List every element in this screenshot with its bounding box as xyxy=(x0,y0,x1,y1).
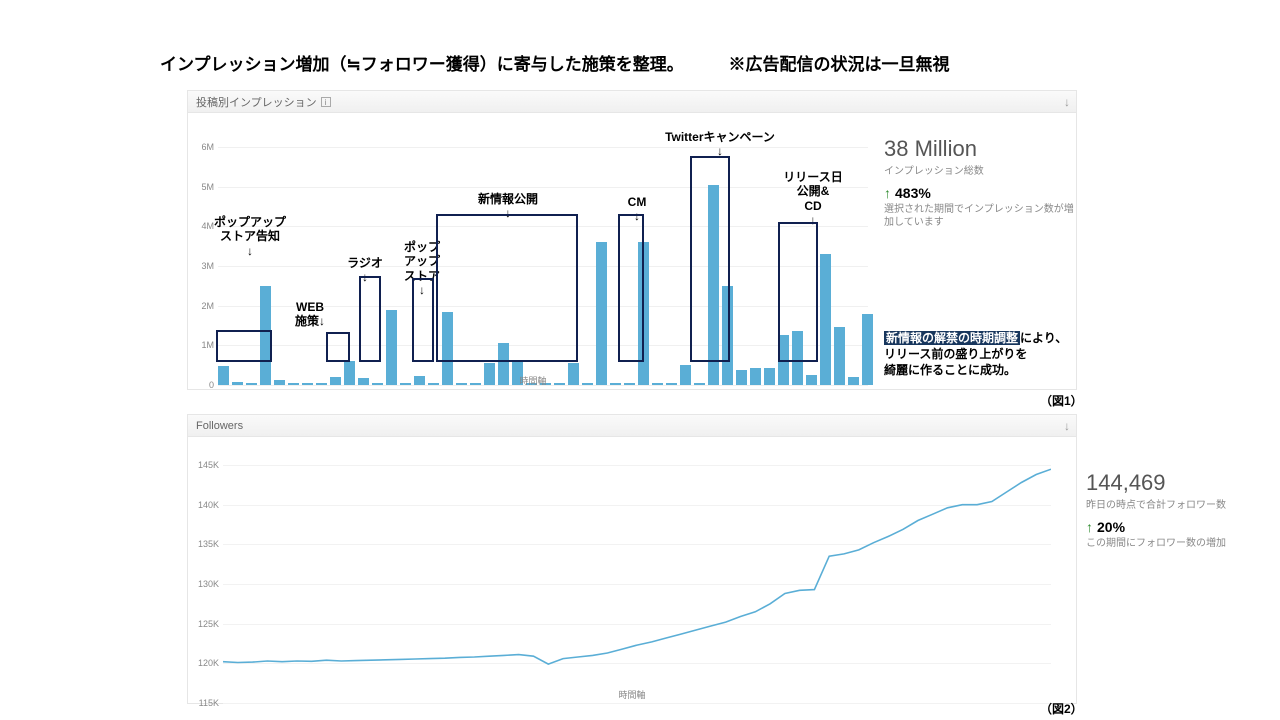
y-tick-label: 140K xyxy=(198,500,219,510)
gridline xyxy=(218,226,868,227)
followers-chart: 115K120K125K130K135K140K145K xyxy=(188,459,1076,709)
chart-callout: ポップアップストア↓ xyxy=(404,240,440,298)
y-tick-label: 4M xyxy=(201,221,214,231)
impressions-panel-header: 投稿別インプレッション i ↓ xyxy=(188,91,1076,113)
bar xyxy=(596,242,607,385)
up-arrow-icon: ↑ xyxy=(884,185,891,201)
impressions-stats: 38 Million インプレッション総数 ↑483% 選択された期間でインプレ… xyxy=(884,136,1074,229)
impressions-plot-area: 01M2M3M4M5M6M xyxy=(218,147,868,385)
y-tick-label: 2M xyxy=(201,301,214,311)
y-tick-label: 1M xyxy=(201,340,214,350)
info-icon[interactable]: i xyxy=(321,97,331,107)
download-icon[interactable]: ↓ xyxy=(1064,419,1070,433)
y-tick-label: 125K xyxy=(198,619,219,629)
title-note: ※広告配信の状況は一旦無視 xyxy=(728,55,949,74)
y-tick-label: 130K xyxy=(198,579,219,589)
bar xyxy=(708,185,719,385)
followers-stats: 144,469 昨日の時点で合計フォロワー数 ↑20% この期間にフォロワー数の… xyxy=(1086,470,1276,550)
gridline xyxy=(218,345,868,346)
chart-callout: リリース日公開&CD↓ xyxy=(783,170,842,228)
y-tick-label: 135K xyxy=(198,539,219,549)
chart-callout: WEB施策↓ xyxy=(295,300,325,329)
impressions-total: 38 Million xyxy=(884,136,1074,162)
chart-callout: CM↓ xyxy=(628,195,647,224)
followers-panel: Followers ↓ 115K120K125K130K135K140K145K… xyxy=(187,414,1077,704)
chart-callout: ラジオ↓ xyxy=(347,256,383,285)
title-main: インプレッション増加（≒フォロワー獲得）に寄与した施策を整理。 xyxy=(160,55,684,74)
bar xyxy=(638,242,649,385)
bar xyxy=(820,254,831,385)
y-tick-label: 5M xyxy=(201,182,214,192)
gridline xyxy=(223,703,1051,704)
followers-delta-desc: この期間にフォロワー数の増加 xyxy=(1086,537,1276,550)
y-tick-label: 145K xyxy=(198,460,219,470)
page-title: インプレッション増加（≒フォロワー獲得）に寄与した施策を整理。 ※広告配信の状況… xyxy=(160,50,949,75)
chart-callout: 新情報公開↓ xyxy=(478,192,538,221)
fig2-label: （図2） xyxy=(1040,700,1083,717)
followers-plot-area: 115K120K125K130K135K140K145K xyxy=(223,465,1051,703)
followers-line xyxy=(223,465,1051,703)
followers-delta: ↑20% xyxy=(1086,519,1276,535)
followers-total: 144,469 xyxy=(1086,470,1276,496)
followers-panel-header: Followers ↓ xyxy=(188,415,1076,437)
download-icon[interactable]: ↓ xyxy=(1064,95,1070,109)
impressions-note: 新情報の解禁の時期調整により、 リリース前の盛り上がりを 綺麗に作ることに成功。 xyxy=(884,330,1067,379)
chart-callout: ポップアップストア告知↓ xyxy=(214,215,286,258)
bar xyxy=(260,286,271,385)
gridline xyxy=(218,187,868,188)
impressions-header-label: 投稿別インプレッション xyxy=(196,94,317,110)
impressions-delta: ↑483% xyxy=(884,185,1074,201)
note-highlight: 新情報の解禁の時期調整 xyxy=(884,331,1020,345)
followers-x-title: 時間軸 xyxy=(188,688,1076,701)
followers-total-label: 昨日の時点で合計フォロワー数 xyxy=(1086,496,1276,511)
y-tick-label: 120K xyxy=(198,658,219,668)
impressions-total-label: インプレッション総数 xyxy=(884,162,1074,177)
impressions-delta-desc: 選択された期間でインプレッション数が増加しています xyxy=(884,203,1074,229)
chart-callout: Twitterキャンペーン↓ xyxy=(665,130,775,159)
fig1-label: （図1） xyxy=(1040,392,1083,409)
bar xyxy=(722,286,733,385)
followers-header-label: Followers xyxy=(196,420,243,432)
y-tick-label: 6M xyxy=(201,142,214,152)
y-tick-label: 3M xyxy=(201,261,214,271)
gridline xyxy=(218,266,868,267)
up-arrow-icon: ↑ xyxy=(1086,519,1093,535)
impressions-x-title: 時間軸 xyxy=(188,374,878,387)
